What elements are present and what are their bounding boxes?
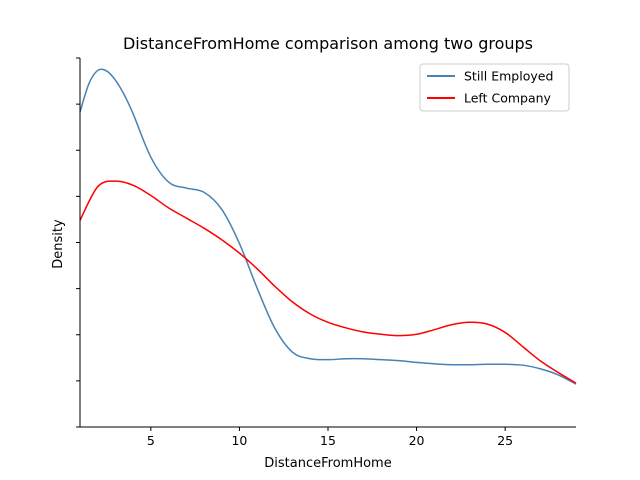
x-tick-label: 15 — [320, 433, 336, 448]
x-tick-label: 5 — [147, 433, 155, 448]
plot-lines — [79, 68, 577, 385]
x-tick-label: 20 — [409, 433, 425, 448]
x-tick-label: 10 — [231, 433, 247, 448]
legend-label-2: Left Company — [464, 91, 552, 106]
series-line-1 — [79, 68, 577, 385]
chart-title: DistanceFromHome comparison among two gr… — [123, 34, 533, 53]
x-ticks: 5 10 15 20 25 — [147, 427, 513, 448]
y-axis-label: Density — [51, 219, 66, 269]
x-axis-label: DistanceFromHome — [264, 456, 391, 471]
legend: Still Employed Left Company — [419, 63, 570, 112]
y-ticks — [76, 57, 80, 428]
legend-frame — [419, 63, 570, 112]
x-tick-label: 25 — [497, 433, 513, 448]
legend-label-1: Still Employed — [464, 69, 553, 84]
series-line-2 — [79, 180, 577, 384]
